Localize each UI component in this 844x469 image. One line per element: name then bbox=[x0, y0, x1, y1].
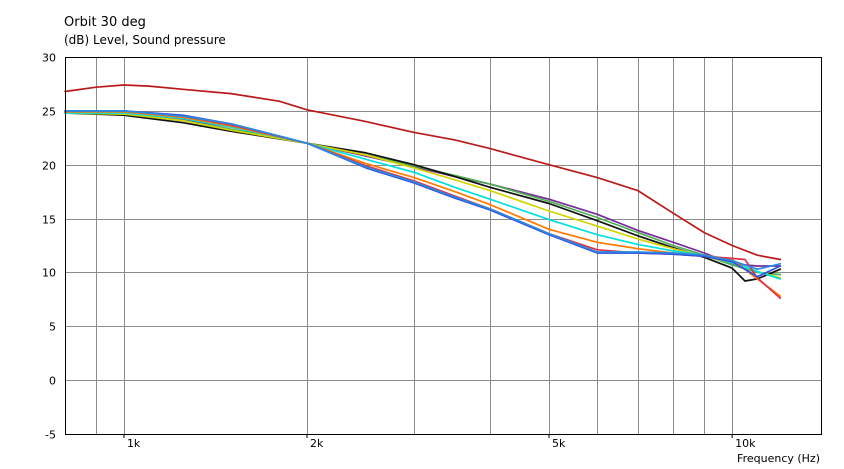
y-tick-labels: -5 0 5 10 15 20 25 30 bbox=[42, 52, 56, 442]
series-line bbox=[64, 110, 782, 271]
y-tick-label: 30 bbox=[42, 52, 56, 65]
x-tick-label: 10k bbox=[735, 437, 756, 450]
y-tick-label: 25 bbox=[42, 106, 56, 119]
x-tick-label: 5k bbox=[552, 437, 566, 450]
y-axis-label: (dB) Level, Sound pressure bbox=[64, 33, 226, 47]
x-tick-labels: 1k 2k 5k 10k bbox=[123, 434, 756, 450]
grid bbox=[65, 57, 821, 435]
series-line bbox=[64, 84, 782, 261]
x-tick-label: 2k bbox=[310, 437, 324, 450]
series-line bbox=[64, 112, 782, 282]
x-tick-label: 1k bbox=[127, 437, 141, 450]
chart-title: Orbit 30 deg bbox=[64, 15, 146, 30]
y-tick-label: 5 bbox=[49, 321, 56, 334]
y-tick-label: 15 bbox=[42, 214, 56, 227]
y-tick-label: -5 bbox=[45, 429, 56, 442]
series-lines bbox=[64, 84, 782, 300]
x-axis-label: Frequency (Hz) bbox=[737, 452, 820, 465]
y-tick-label: 20 bbox=[42, 160, 56, 173]
plot-frame bbox=[65, 57, 822, 435]
y-tick-label: 0 bbox=[49, 375, 56, 388]
y-tick-label: 10 bbox=[42, 267, 56, 280]
